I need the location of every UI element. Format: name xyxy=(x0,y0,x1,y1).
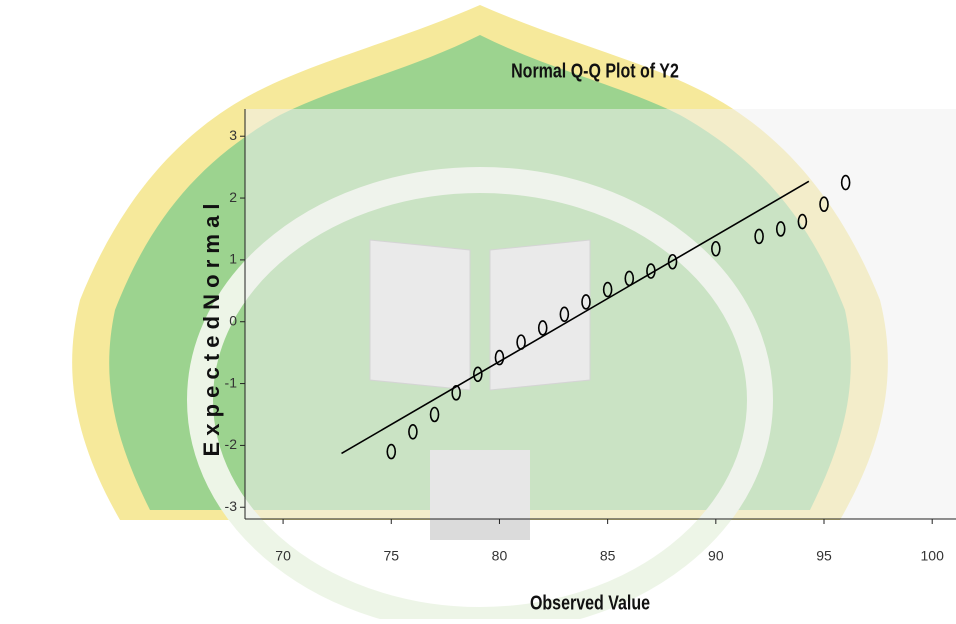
point xyxy=(559,306,570,323)
point xyxy=(775,221,786,237)
y-tick-label: 1 xyxy=(229,251,237,267)
point xyxy=(667,253,678,270)
y-tick-label: 2 xyxy=(229,189,237,205)
point xyxy=(386,443,397,460)
point xyxy=(516,334,526,350)
point xyxy=(646,263,656,279)
y-axis-title: E x p e c t e d N o r m a l xyxy=(199,203,224,456)
point xyxy=(797,213,808,230)
reference-line xyxy=(341,180,810,455)
point xyxy=(537,320,548,336)
x-tick-label: 75 xyxy=(383,548,399,564)
point xyxy=(711,240,721,257)
x-tick-label: 90 xyxy=(708,548,724,564)
x-axis-title: Observed Value xyxy=(530,592,650,614)
point xyxy=(624,270,635,287)
point xyxy=(451,385,461,401)
y-tick-label: -1 xyxy=(225,374,238,390)
point xyxy=(494,349,505,366)
point xyxy=(754,228,764,245)
point xyxy=(581,294,591,310)
point xyxy=(429,406,440,423)
y-tick-label: 0 xyxy=(229,312,237,328)
x-tick-label: 70 xyxy=(275,548,291,564)
x-tick-label: 85 xyxy=(600,548,616,564)
chart-title: Normal Q-Q Plot of Y2 xyxy=(511,60,679,82)
x-tick-label: 80 xyxy=(492,548,508,564)
plot-area xyxy=(245,109,956,519)
point xyxy=(819,196,829,213)
x-tick-label: 100 xyxy=(921,548,945,564)
x-tick-label: 95 xyxy=(816,548,832,564)
y-tick-label: -2 xyxy=(225,436,238,452)
y-tick-label: 3 xyxy=(229,127,237,143)
point xyxy=(473,366,483,383)
y-tick-label: -3 xyxy=(225,498,238,514)
point xyxy=(408,424,418,440)
point xyxy=(840,174,851,191)
point xyxy=(602,281,613,298)
